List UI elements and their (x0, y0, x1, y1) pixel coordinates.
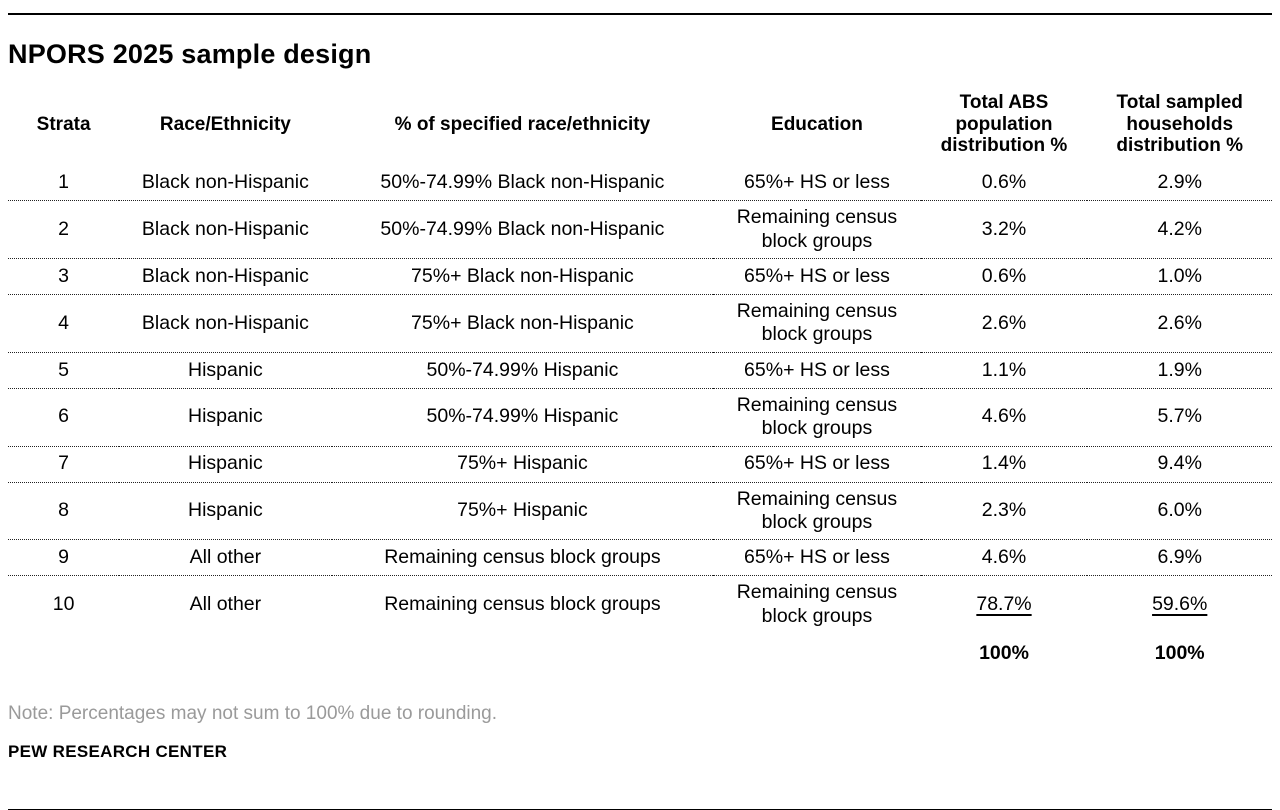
cell-pct: Remaining census block groups (384, 593, 661, 616)
cell-strata: 1 (58, 171, 70, 194)
cell-abs: 0.6% (981, 171, 1027, 194)
cell-strata: 2 (58, 217, 70, 240)
table-row: 6 Hispanic 50%-74.99% Hispanic Remaining ce… (8, 388, 1272, 447)
footnote: Note: Percentages may not sum to 100% du… (8, 702, 498, 724)
cell-strata: 3 (58, 264, 70, 287)
cell-abs: 1.4% (981, 452, 1027, 475)
total-cell-abs: 100% (979, 642, 1029, 665)
cell-abs: 2.3% (981, 499, 1027, 522)
cell-sampled: 6.0% (1157, 499, 1202, 522)
column-header-pct: % of specified race/ethnicity (394, 113, 651, 135)
cell-race: Hispanic (187, 405, 263, 428)
total-cell-race (119, 633, 331, 675)
cell-abs: 4.6% (981, 405, 1027, 428)
table-row: 4 Black non-Hispanic 75%+ Black non-Hispan… (8, 295, 1272, 353)
total-cell-sampled: 100% (1154, 642, 1205, 665)
column-header-strata: Strata (36, 113, 91, 135)
table-row: 3 Black non-Hispanic 75%+ Black non-Hispan… (8, 259, 1272, 295)
total-cell-education (713, 633, 920, 675)
cell-strata: 5 (58, 358, 70, 381)
source-label: PEW RESEARCH CENTER (8, 742, 228, 762)
totals-row: 100% 100% (8, 633, 1272, 675)
table-row: 7 Hispanic 75%+ Hispanic 65%+ HS or less 1.4… (8, 446, 1272, 483)
cell-education: 65%+ HS or less (744, 358, 890, 381)
cell-sampled: 9.4% (1157, 452, 1202, 475)
cell-strata: 10 (52, 593, 75, 616)
cell-education: 65%+ HS or less (744, 546, 890, 569)
cell-sampled: 4.2% (1157, 217, 1202, 240)
figure-page: NPORS 2025 sample design Strata Race/Eth… (0, 13, 1280, 810)
cell-race: Black non-Hispanic (141, 217, 309, 240)
cell-abs: 2.6% (981, 311, 1027, 334)
cell-sampled: 2.9% (1157, 171, 1202, 194)
cell-education: Remaining census block groups (736, 300, 898, 346)
column-header-race: Race/Ethnicity (159, 113, 291, 135)
cell-abs: 3.2% (981, 217, 1027, 240)
cell-education: 65%+ HS or less (744, 171, 890, 194)
cell-pct: Remaining census block groups (384, 546, 661, 569)
cell-race: Hispanic (187, 499, 263, 522)
cell-abs: 1.1% (981, 358, 1027, 381)
cell-race: All other (189, 546, 262, 569)
table-row: 8 Hispanic 75%+ Hispanic Remaining census b… (8, 482, 1272, 540)
cell-abs: 78.7% (976, 593, 1032, 616)
cell-strata: 9 (58, 546, 70, 569)
cell-race: Black non-Hispanic (141, 171, 309, 194)
table-row: 9 All other Remaining census block groups 6… (8, 540, 1272, 576)
cell-abs: 0.6% (981, 264, 1027, 287)
cell-sampled: 1.0% (1157, 264, 1202, 287)
total-cell-strata (8, 633, 119, 675)
cell-race: Black non-Hispanic (141, 311, 309, 334)
figure-title: NPORS 2025 sample design (8, 39, 372, 69)
cell-race: All other (189, 593, 262, 616)
cell-pct: 75%+ Black non-Hispanic (411, 264, 634, 287)
cell-race: Hispanic (187, 358, 263, 381)
cell-strata: 8 (58, 499, 70, 522)
cell-abs: 4.6% (981, 546, 1027, 569)
top-rule (8, 13, 1272, 15)
cell-strata: 6 (58, 405, 70, 428)
cell-pct: 75%+ Hispanic (457, 499, 588, 522)
cell-education: 65%+ HS or less (744, 452, 890, 475)
table-header: Strata Race/Ethnicity % of specified rac… (8, 88, 1272, 166)
cell-sampled: 1.9% (1157, 358, 1202, 381)
cell-sampled: 6.9% (1157, 546, 1202, 569)
column-header-abs: Total ABS population distribution % (940, 91, 1068, 157)
total-cell-pct (332, 633, 714, 675)
cell-pct: 75%+ Black non-Hispanic (411, 311, 634, 334)
header-row: Strata Race/Ethnicity % of specified rac… (8, 88, 1272, 166)
cell-strata: 7 (58, 452, 70, 475)
cell-pct: 50%-74.99% Black non-Hispanic (380, 217, 665, 240)
cell-pct: 50%-74.99% Black non-Hispanic (380, 171, 665, 194)
table-row: 10 All other Remaining census block groups… (8, 576, 1272, 633)
cell-pct: 75%+ Hispanic (457, 452, 588, 475)
cell-pct: 50%-74.99% Hispanic (426, 358, 619, 381)
column-header-sampled: Total sampled households distribution % (1116, 91, 1244, 157)
cell-sampled: 2.6% (1157, 311, 1202, 334)
cell-sampled: 59.6% (1152, 593, 1208, 616)
cell-education: Remaining census block groups (736, 393, 898, 440)
cell-sampled: 5.7% (1157, 405, 1202, 428)
cell-education: 65%+ HS or less (744, 264, 890, 287)
cell-education: Remaining census block groups (736, 487, 898, 533)
cell-pct: 50%-74.99% Hispanic (426, 405, 619, 428)
cell-education: Remaining census block groups (736, 581, 898, 627)
column-header-education: Education (771, 113, 863, 135)
table-row: 1 Black non-Hispanic 50%-74.99% Black non-… (8, 165, 1272, 201)
table-row: 2 Black non-Hispanic 50%-74.99% Black non-… (8, 201, 1272, 259)
cell-strata: 4 (58, 311, 70, 334)
table-row: 5 Hispanic 50%-74.99% Hispanic 65%+ HS or l… (8, 352, 1272, 389)
cell-race: Hispanic (187, 452, 263, 475)
sample-design-table: Strata Race/Ethnicity % of specified rac… (8, 88, 1272, 676)
table-body: 1 Black non-Hispanic 50%-74.99% Black non-… (8, 165, 1272, 675)
cell-race: Black non-Hispanic (141, 264, 309, 287)
cell-education: Remaining census block groups (736, 206, 898, 252)
